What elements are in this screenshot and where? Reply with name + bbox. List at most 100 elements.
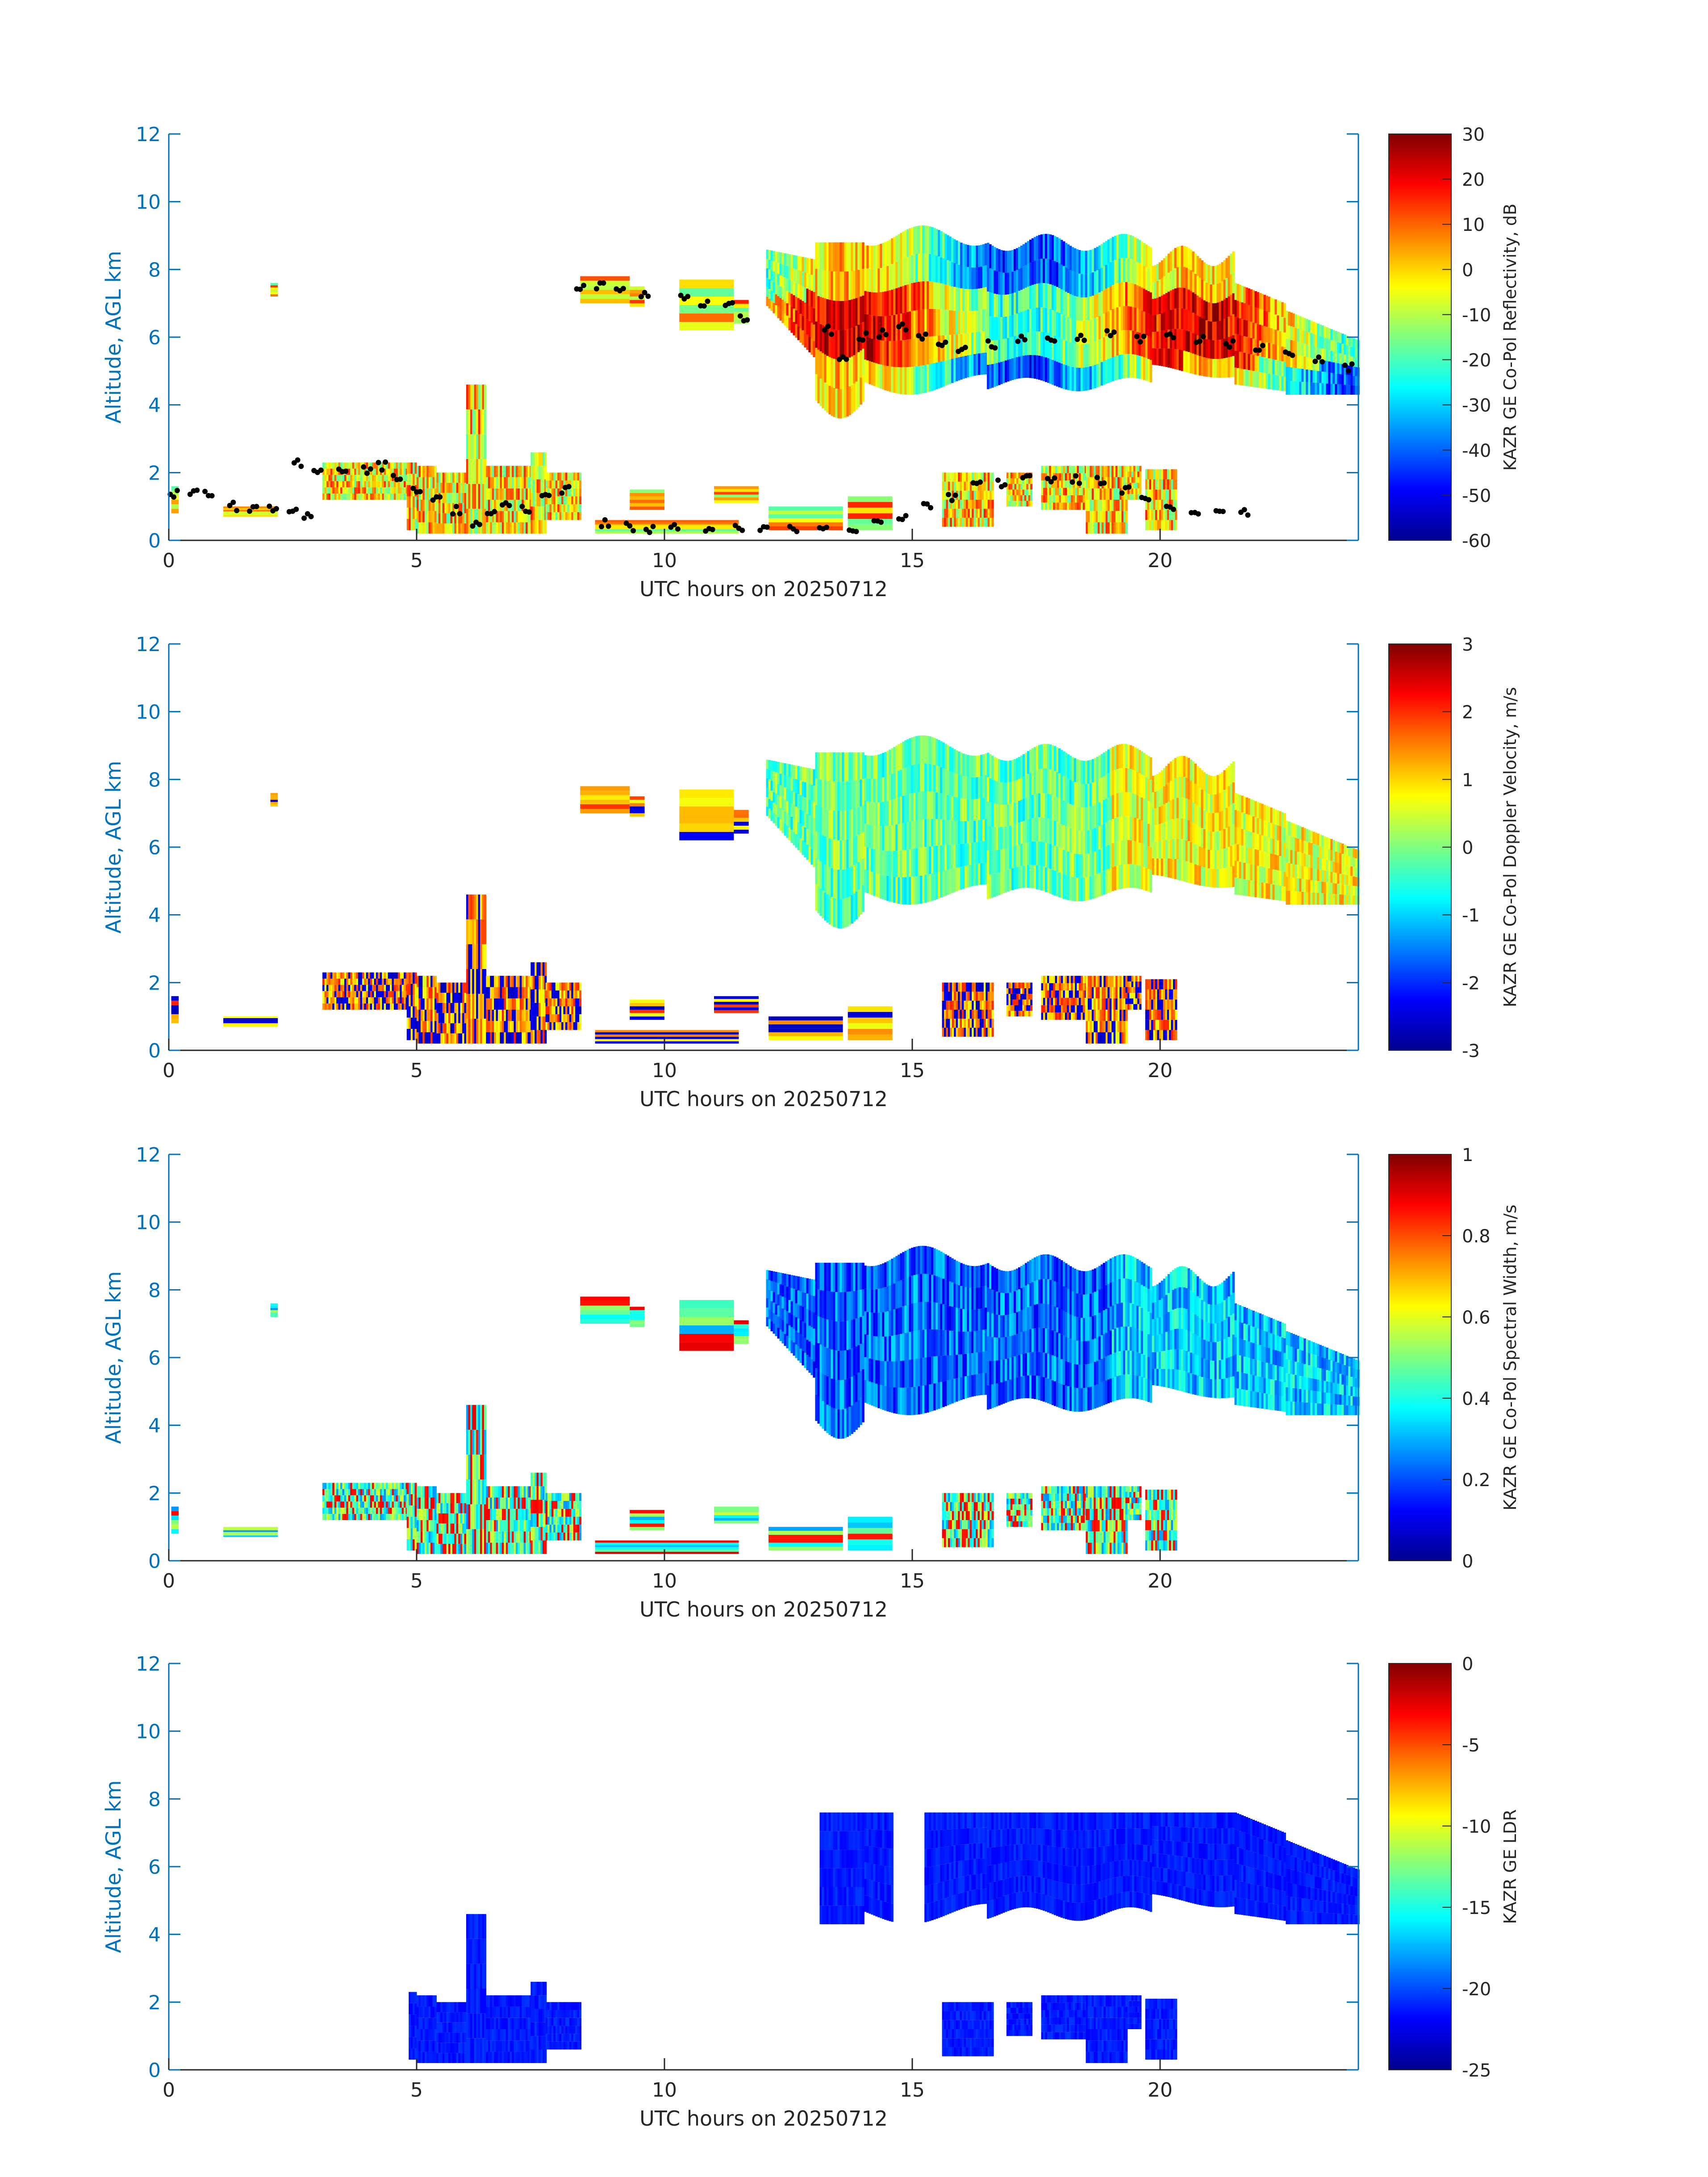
heatmap-cell — [784, 787, 787, 800]
heatmap-cell — [384, 462, 386, 469]
heatmap-cell — [567, 496, 570, 505]
heatmap-cell — [1082, 368, 1086, 391]
heatmap-cell — [1295, 838, 1297, 852]
heatmap-cell — [1134, 818, 1137, 841]
heatmap-cell — [1011, 293, 1014, 315]
heatmap-cell — [1292, 837, 1295, 851]
heatmap-cell — [1149, 292, 1153, 315]
heatmap-cell — [1335, 330, 1337, 342]
heatmap-cell — [1067, 827, 1070, 852]
overlay-point — [701, 303, 707, 309]
heatmap-cell — [972, 472, 974, 482]
heatmap-cell — [413, 462, 415, 474]
heatmap-cell — [1239, 351, 1242, 369]
heatmap-cell — [1018, 291, 1021, 313]
heatmap-cell — [1022, 495, 1025, 501]
heatmap-cell — [1045, 466, 1048, 473]
heatmap-cell — [1163, 276, 1166, 295]
heatmap-cell — [922, 791, 925, 819]
heatmap-cell — [569, 472, 572, 481]
heatmap-cell — [898, 824, 900, 851]
heatmap-cell — [1288, 380, 1290, 395]
heatmap-cell — [374, 487, 376, 494]
heatmap-cell — [822, 807, 824, 836]
heatmap-cell — [822, 325, 824, 353]
heatmap-cell — [1163, 858, 1166, 877]
heatmap-cell — [324, 475, 327, 481]
heatmap-cell — [1010, 501, 1013, 507]
heatmap-cell — [1134, 284, 1137, 308]
heatmap-cell — [1094, 851, 1097, 875]
heatmap-cell — [953, 334, 956, 359]
heatmap-cell — [806, 273, 809, 289]
heatmap-cell — [440, 513, 443, 524]
heatmap-cell — [799, 838, 802, 853]
heatmap-cell — [1196, 355, 1199, 375]
heatmap-cell — [1279, 826, 1282, 841]
heatmap-cell — [950, 509, 952, 518]
heatmap-cell — [1232, 803, 1235, 824]
overlay-point — [1104, 328, 1110, 334]
heatmap-cell — [509, 466, 512, 477]
heatmap-cell — [1091, 272, 1094, 296]
overlay-point — [566, 484, 572, 489]
heatmap-cell — [851, 385, 853, 414]
heatmap-cell — [494, 511, 497, 522]
heatmap-cell — [545, 472, 548, 481]
heatmap-cell — [1018, 501, 1021, 507]
heatmap-cell — [891, 799, 894, 826]
heatmap-cell — [1137, 494, 1140, 500]
heatmap-cell — [1024, 484, 1027, 490]
heatmap-cell — [1259, 293, 1261, 309]
heatmap-cell — [929, 281, 931, 309]
heatmap-cell — [1288, 821, 1290, 836]
heatmap-cell — [1065, 340, 1068, 365]
heatmap-cell — [835, 811, 838, 840]
heatmap-cell — [1190, 842, 1193, 863]
heatmap-cell — [1131, 477, 1134, 483]
heatmap-cell — [1297, 315, 1299, 329]
heatmap-cell — [1062, 776, 1065, 801]
heatmap-cell — [354, 487, 357, 494]
heatmap-cell — [1005, 782, 1007, 805]
heatmap-cell — [826, 242, 829, 271]
heatmap-cell — [889, 825, 891, 851]
heatmap-cell — [942, 361, 945, 387]
heatmap-cell — [446, 483, 449, 493]
heatmap-cell — [1139, 483, 1142, 489]
heatmap-cell — [1176, 247, 1179, 267]
heatmap-cell — [1075, 488, 1077, 495]
heatmap-cell — [944, 284, 947, 310]
heatmap-cell — [354, 481, 357, 488]
heatmap-cell — [857, 780, 860, 807]
heatmap-cell — [898, 744, 900, 771]
heatmap-cell — [551, 496, 554, 505]
heatmap-cell — [378, 487, 380, 494]
heatmap-cell — [1113, 500, 1116, 511]
heatmap-cell — [942, 490, 944, 500]
heatmap-cell — [804, 827, 807, 843]
heatmap-cell — [1145, 313, 1148, 335]
heatmap-cell — [1232, 824, 1235, 845]
heatmap-cell — [1254, 865, 1257, 882]
heatmap-cell — [898, 850, 900, 877]
heatmap-cell — [1283, 376, 1286, 392]
heatmap-cell — [933, 873, 936, 900]
heatmap-cell — [793, 792, 796, 806]
heatmap-cell — [860, 833, 862, 861]
heatmap-cell — [1257, 850, 1259, 866]
heatmap-cell — [714, 486, 759, 489]
heatmap-cell — [1178, 329, 1182, 350]
heatmap-cell — [877, 364, 880, 388]
heatmap-cell — [1210, 284, 1213, 303]
heatmap-cell — [857, 352, 860, 380]
heatmap-cell — [942, 335, 945, 361]
heatmap-cell — [1295, 877, 1297, 891]
heatmap-cell — [1105, 336, 1108, 360]
heatmap-cell — [1102, 871, 1106, 895]
heatmap-cell — [1123, 466, 1126, 477]
x-tick-label: 0 — [163, 549, 175, 572]
heatmap-cell — [571, 472, 574, 481]
heatmap-cell — [942, 232, 945, 259]
heatmap-cell — [828, 271, 831, 300]
